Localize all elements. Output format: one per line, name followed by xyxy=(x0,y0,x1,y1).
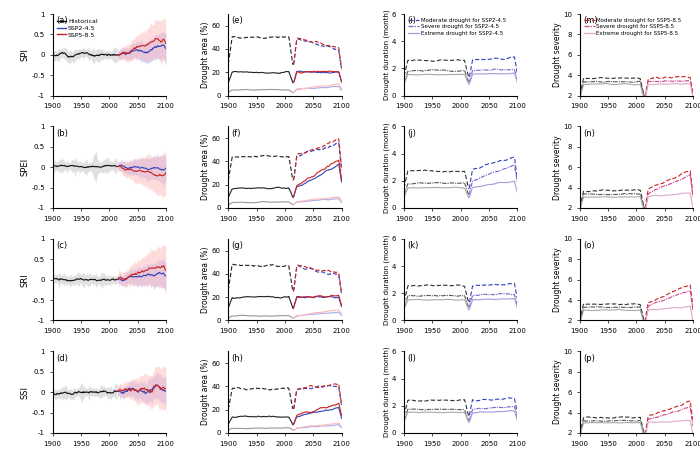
Text: (m): (m) xyxy=(583,16,598,25)
Legend: Moderate drought for SSP5-8.5, Severe drought for SSP5-8.5, Extreme drought for : Moderate drought for SSP5-8.5, Severe dr… xyxy=(582,17,682,37)
Y-axis label: SPEI: SPEI xyxy=(21,158,30,176)
Text: (h): (h) xyxy=(232,354,244,363)
Y-axis label: Drought severity: Drought severity xyxy=(552,248,561,312)
Y-axis label: Drought severity: Drought severity xyxy=(552,22,561,87)
Text: (k): (k) xyxy=(407,241,419,250)
Y-axis label: Drought duration (month): Drought duration (month) xyxy=(384,9,391,100)
Y-axis label: Drought area (%): Drought area (%) xyxy=(201,134,210,200)
Y-axis label: Drought area (%): Drought area (%) xyxy=(201,359,210,425)
Text: (p): (p) xyxy=(583,354,595,363)
Y-axis label: Drought area (%): Drought area (%) xyxy=(201,22,210,88)
Text: (f): (f) xyxy=(232,129,241,138)
Y-axis label: SRI: SRI xyxy=(21,273,30,286)
Y-axis label: Drought duration (month): Drought duration (month) xyxy=(384,122,391,212)
Text: (c): (c) xyxy=(56,241,67,250)
Y-axis label: Drought duration (month): Drought duration (month) xyxy=(384,234,391,325)
Text: (o): (o) xyxy=(583,241,595,250)
Text: (l): (l) xyxy=(407,354,416,363)
Text: (i): (i) xyxy=(407,16,416,25)
Text: (n): (n) xyxy=(583,129,595,138)
Legend: Historical, SSP2-4.5, SSP5-8.5: Historical, SSP2-4.5, SSP5-8.5 xyxy=(55,17,99,39)
Legend: Moderate drought for SSP2-4.5, Severe drought for SSP2-4.5, Extreme drought for : Moderate drought for SSP2-4.5, Severe dr… xyxy=(407,17,507,37)
Y-axis label: SSI: SSI xyxy=(21,386,30,399)
Text: (j): (j) xyxy=(407,129,416,138)
Text: (a): (a) xyxy=(56,16,67,25)
Text: (d): (d) xyxy=(56,354,68,363)
Y-axis label: Drought severity: Drought severity xyxy=(552,135,561,199)
Y-axis label: SPI: SPI xyxy=(21,48,30,61)
Y-axis label: Drought area (%): Drought area (%) xyxy=(201,247,210,313)
Text: (b): (b) xyxy=(56,129,68,138)
Text: (g): (g) xyxy=(232,241,244,250)
Y-axis label: Drought duration (month): Drought duration (month) xyxy=(384,347,391,438)
Y-axis label: Drought severity: Drought severity xyxy=(552,360,561,424)
Text: (e): (e) xyxy=(232,16,244,25)
